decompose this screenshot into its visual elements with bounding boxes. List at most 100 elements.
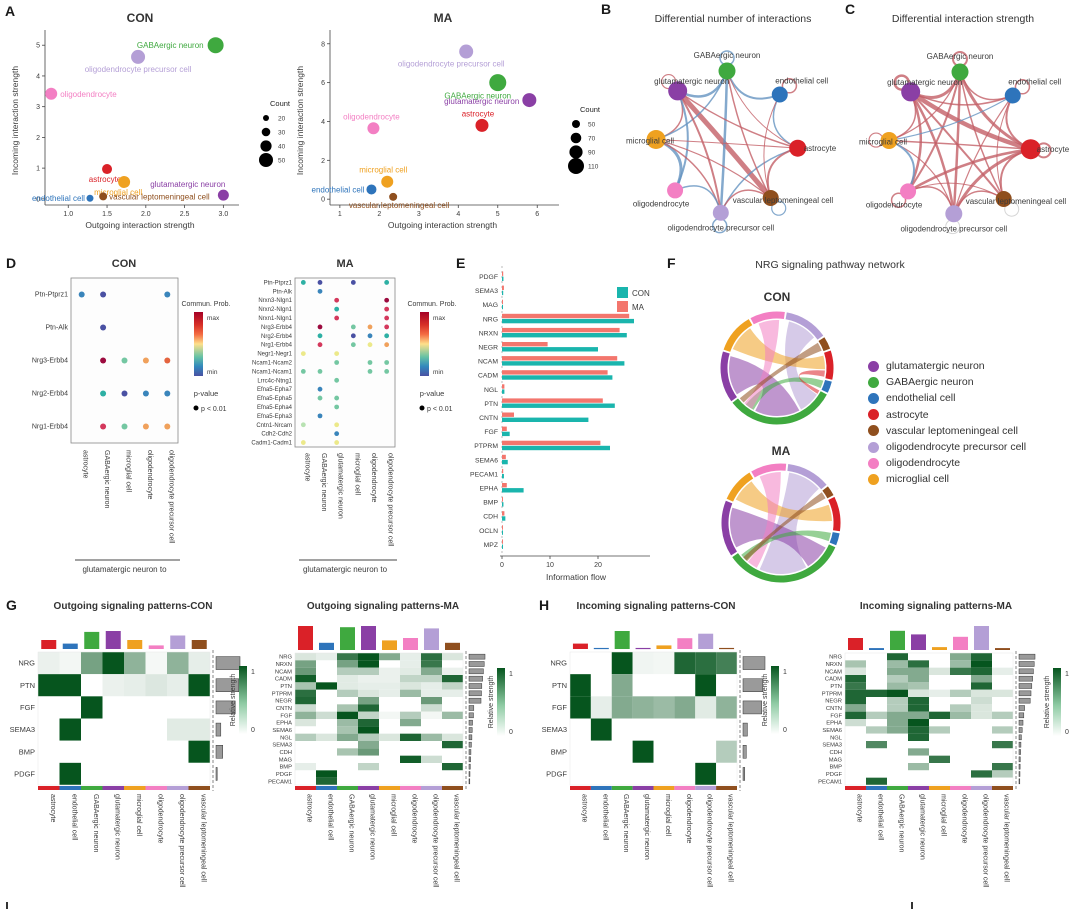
column-color-strip (102, 786, 124, 790)
heatmap-cell (971, 675, 992, 683)
row-strength-bar (1018, 741, 1022, 748)
scatter-point-label: glutamatergic neuron (444, 97, 519, 106)
heatmap-cell (845, 697, 866, 705)
heatmap-col-label: oligodendrocyte (156, 794, 163, 844)
heatmap-cell (716, 674, 737, 697)
comm-prob-dot (367, 360, 373, 365)
comm-prob-dot (317, 342, 323, 348)
heatmap-col-label: oligodendrocyte (411, 794, 418, 844)
heatmap-cell (887, 660, 908, 668)
heatmap-cell (81, 718, 103, 741)
column-annotation-bar (319, 642, 334, 650)
chord-con-title: CON (763, 290, 791, 304)
heatmap-row-label: EPHA (826, 721, 842, 727)
row-strength-bar (468, 690, 482, 697)
comm-prob-dot (334, 422, 340, 428)
heatmap-cell (908, 777, 929, 785)
heatmap-cell (866, 704, 887, 712)
heatmap-cell (400, 726, 421, 734)
heatmap-cell (167, 696, 189, 719)
heatmap-cell (845, 741, 866, 749)
bar-ma (502, 497, 503, 502)
heatmap-cell (908, 748, 929, 756)
heatmap-cell (442, 755, 463, 763)
lr-pair-label: Nrxn1-Nlgn1 (258, 316, 292, 322)
scatter-point-label: GABAergic neuron (444, 92, 511, 101)
comm-prob-dot (317, 333, 323, 339)
y-tick-label: 5 (36, 43, 40, 50)
heatmap-cell (358, 726, 379, 734)
heatmap-row-label: PTN (20, 681, 35, 690)
heatmap-cell (442, 653, 463, 661)
column-annotation-bar (382, 640, 397, 650)
network-self-loop (781, 78, 798, 94)
y-axis-label: Incoming interaction strength (295, 66, 305, 175)
heatmap-cell (866, 682, 887, 690)
comm-prob-dot (334, 404, 340, 410)
colorbar-min: 0 (783, 727, 787, 734)
heatmap-cell (358, 763, 379, 771)
column-annotation-bar (614, 631, 630, 649)
heatmap-col-label: glutamatergic neuron (369, 794, 376, 860)
row-strength-bar (742, 656, 766, 670)
row-strength-bar (468, 771, 471, 777)
heatmap-row-label: NRG (18, 659, 35, 668)
heatmap-cell (992, 719, 1013, 727)
heatmap-cell (38, 762, 60, 785)
commprob-colorbar (194, 312, 203, 376)
heatmap-cell (845, 726, 866, 734)
heatmap-cell (316, 719, 337, 727)
dotplot-col-label: glutamatergic neuron (337, 453, 344, 519)
heatmap-row-label: NGL (280, 735, 293, 741)
comm-prob-dot (100, 357, 107, 364)
heatmap-col-label: glutamatergic neuron (919, 794, 926, 860)
heatmap-cell (611, 696, 633, 719)
heatmap-cell (971, 726, 992, 734)
heatmap-cell (81, 740, 103, 763)
legend-item: oligodendrocyte precursor cell (868, 439, 1026, 455)
lr-pair-label: Nrg2-Erbb4 (261, 334, 293, 340)
heatmap-cell (188, 674, 210, 697)
comm-prob-dot (300, 280, 306, 285)
network-node (1020, 139, 1041, 160)
heatmap-cell (379, 689, 400, 697)
count-legend-dot (260, 140, 272, 152)
scatter-point (45, 87, 58, 100)
column-color-strip (845, 786, 866, 790)
column-annotation-bar (361, 626, 376, 650)
heatmap-cell (674, 652, 696, 675)
heatmap-cell (695, 718, 717, 741)
count-legend-dot (261, 127, 271, 137)
heatmap-cell (400, 733, 421, 741)
x-tick-label: 3 (417, 211, 421, 218)
dotplot-panel (294, 277, 396, 448)
heatmap-cell (971, 704, 992, 712)
heatmap-cell (716, 652, 737, 675)
heatmap-cell (887, 763, 908, 771)
heatmap-cell (421, 741, 442, 749)
scatter-point (489, 74, 507, 92)
column-color-strip (337, 786, 358, 790)
column-color-strip (992, 786, 1013, 790)
count-legend-dot (568, 158, 584, 174)
bar-con (502, 361, 625, 366)
row-strength-bar (1018, 778, 1021, 785)
heatmap-cell (295, 675, 316, 683)
heatmap-col-label: vascular leptomeningeal cell (727, 794, 734, 882)
comm-prob-dot (350, 333, 356, 339)
column-annotation-bar (677, 638, 693, 649)
count-legend-value: 90 (588, 150, 596, 157)
heatmap-cell (316, 763, 337, 771)
heatmap-cell (421, 755, 442, 763)
comm-prob-dot (317, 386, 323, 392)
bar-ma (502, 454, 506, 460)
heatmap-row-label: SEMA6 (822, 728, 842, 734)
heatmap-cell (316, 689, 337, 697)
legend-item-label: microglial cell (886, 473, 950, 486)
heatmap-cell (379, 682, 400, 690)
row-strength-bar (1018, 749, 1021, 755)
colorbar-min: 0 (509, 729, 513, 736)
colorbar-label: Relative strength (1044, 676, 1051, 729)
pathway-label: EPHA (479, 486, 498, 493)
column-annotation-bar (403, 638, 418, 650)
